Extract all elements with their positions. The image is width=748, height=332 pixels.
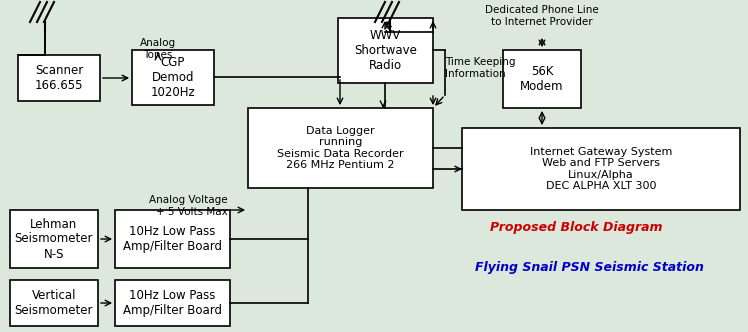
Text: Dedicated Phone Line
to Internet Provider: Dedicated Phone Line to Internet Provide… <box>485 5 599 27</box>
Text: Proposed Block Diagram: Proposed Block Diagram <box>490 221 663 234</box>
Text: Lehman
Seismometer
N-S: Lehman Seismometer N-S <box>15 217 94 261</box>
Bar <box>18 55 100 101</box>
Text: Analog Voltage
+ 5 Volts Max: Analog Voltage + 5 Volts Max <box>150 195 228 216</box>
Bar <box>248 108 433 188</box>
Bar <box>115 280 230 326</box>
Text: Internet Gateway System
Web and FTP Servers
Linux/Alpha
DEC ALPHA XLT 300: Internet Gateway System Web and FTP Serv… <box>530 147 672 192</box>
Bar <box>115 210 230 268</box>
Text: Vertical
Seismometer: Vertical Seismometer <box>15 289 94 317</box>
Bar <box>503 50 581 108</box>
Text: Time Keeping
Information: Time Keeping Information <box>445 57 515 79</box>
Bar <box>462 128 740 210</box>
Text: WWV
Shortwave
Radio: WWV Shortwave Radio <box>354 29 417 72</box>
Text: 56K
Modem: 56K Modem <box>521 65 564 93</box>
Text: CGP
Demod
1020Hz: CGP Demod 1020Hz <box>150 56 195 99</box>
Bar <box>338 18 433 83</box>
Text: Flying Snail PSN Seismic Station: Flying Snail PSN Seismic Station <box>475 262 704 275</box>
Bar <box>10 210 98 268</box>
Text: Data Logger
running
Seismic Data Recorder
266 MHz Pentium 2: Data Logger running Seismic Data Recorde… <box>278 125 404 170</box>
Text: 10Hz Low Pass
Amp/Filter Board: 10Hz Low Pass Amp/Filter Board <box>123 225 222 253</box>
Text: 10Hz Low Pass
Amp/Filter Board: 10Hz Low Pass Amp/Filter Board <box>123 289 222 317</box>
Text: Scanner
166.655: Scanner 166.655 <box>34 64 83 92</box>
Text: Analog
Tones: Analog Tones <box>140 38 176 60</box>
Bar <box>132 50 214 105</box>
Bar <box>10 280 98 326</box>
